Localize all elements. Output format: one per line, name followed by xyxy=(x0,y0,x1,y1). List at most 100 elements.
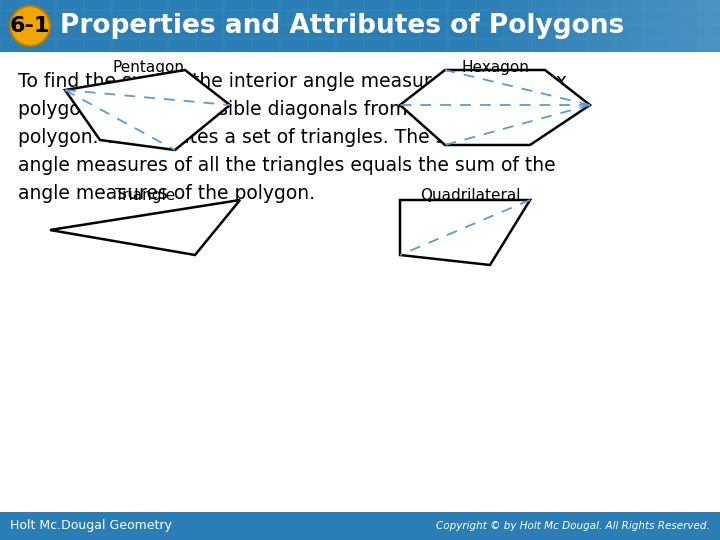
Bar xyxy=(534,0,535,52)
Bar xyxy=(56,39,83,52)
Bar xyxy=(576,0,577,52)
Bar xyxy=(535,0,536,52)
Bar xyxy=(644,25,671,38)
Bar xyxy=(629,0,630,52)
Bar xyxy=(525,0,526,52)
Bar xyxy=(489,0,490,52)
Bar xyxy=(518,0,519,52)
Bar xyxy=(584,0,585,52)
Bar xyxy=(577,0,578,52)
Bar xyxy=(168,39,195,52)
Bar xyxy=(684,0,685,52)
Bar xyxy=(0,0,720,52)
Bar xyxy=(112,39,139,52)
Bar xyxy=(532,39,559,52)
Bar xyxy=(683,0,684,52)
Bar xyxy=(280,39,307,52)
Bar xyxy=(570,0,571,52)
Bar xyxy=(650,0,651,52)
Bar xyxy=(717,0,718,52)
Bar xyxy=(392,25,419,38)
Bar xyxy=(555,0,556,52)
Bar xyxy=(252,25,279,38)
Bar xyxy=(364,39,391,52)
Bar xyxy=(532,0,533,52)
Bar xyxy=(698,0,699,52)
Bar xyxy=(628,0,629,52)
Bar xyxy=(604,0,605,52)
Bar xyxy=(280,11,307,24)
Bar xyxy=(702,0,703,52)
Bar xyxy=(616,0,643,10)
Bar xyxy=(657,0,658,52)
Bar xyxy=(591,0,592,52)
Bar xyxy=(364,25,391,38)
Bar xyxy=(562,0,563,52)
Bar xyxy=(571,0,572,52)
Bar xyxy=(56,11,83,24)
Bar xyxy=(692,0,693,52)
Bar xyxy=(536,0,537,52)
Bar xyxy=(608,0,609,52)
Bar xyxy=(666,0,667,52)
Bar xyxy=(575,0,576,52)
Bar xyxy=(665,0,666,52)
Text: angle measures of all the triangles equals the sum of the: angle measures of all the triangles equa… xyxy=(18,156,556,175)
Bar xyxy=(659,0,660,52)
Bar xyxy=(598,0,599,52)
Bar xyxy=(655,0,656,52)
Bar xyxy=(504,11,531,24)
Bar xyxy=(168,0,195,10)
Bar xyxy=(620,0,621,52)
Bar xyxy=(658,0,659,52)
Bar xyxy=(631,0,632,52)
Bar xyxy=(581,0,582,52)
Bar xyxy=(551,0,552,52)
Bar xyxy=(478,0,479,52)
Bar xyxy=(619,0,620,52)
Bar xyxy=(583,0,584,52)
Bar xyxy=(670,0,671,52)
Bar xyxy=(580,0,581,52)
Bar xyxy=(662,0,663,52)
Bar xyxy=(308,11,335,24)
Bar xyxy=(420,11,447,24)
Bar xyxy=(471,0,472,52)
Bar xyxy=(588,39,615,52)
Bar xyxy=(495,0,496,52)
Bar xyxy=(589,0,590,52)
Bar xyxy=(484,0,485,52)
Bar xyxy=(196,25,223,38)
Bar xyxy=(592,0,593,52)
Bar xyxy=(644,0,671,10)
Bar xyxy=(560,39,587,52)
Bar xyxy=(548,0,549,52)
Bar xyxy=(616,0,617,52)
Bar xyxy=(554,0,555,52)
Bar xyxy=(527,0,528,52)
Bar xyxy=(557,0,558,52)
Bar xyxy=(668,0,669,52)
Bar xyxy=(599,0,600,52)
Bar xyxy=(708,0,709,52)
Bar xyxy=(595,0,596,52)
Bar xyxy=(420,25,447,38)
Bar xyxy=(675,0,676,52)
Bar xyxy=(682,0,683,52)
Bar xyxy=(634,0,635,52)
Bar xyxy=(588,0,589,52)
Bar xyxy=(625,0,626,52)
Bar xyxy=(532,25,559,38)
Bar xyxy=(224,0,251,10)
Bar xyxy=(676,0,677,52)
Bar xyxy=(526,0,527,52)
Bar xyxy=(516,0,517,52)
Bar xyxy=(509,0,510,52)
Bar xyxy=(0,25,27,38)
Bar xyxy=(664,0,665,52)
Bar xyxy=(574,0,575,52)
Bar xyxy=(596,0,597,52)
Bar xyxy=(560,25,587,38)
Bar xyxy=(672,0,699,10)
Bar xyxy=(521,0,522,52)
